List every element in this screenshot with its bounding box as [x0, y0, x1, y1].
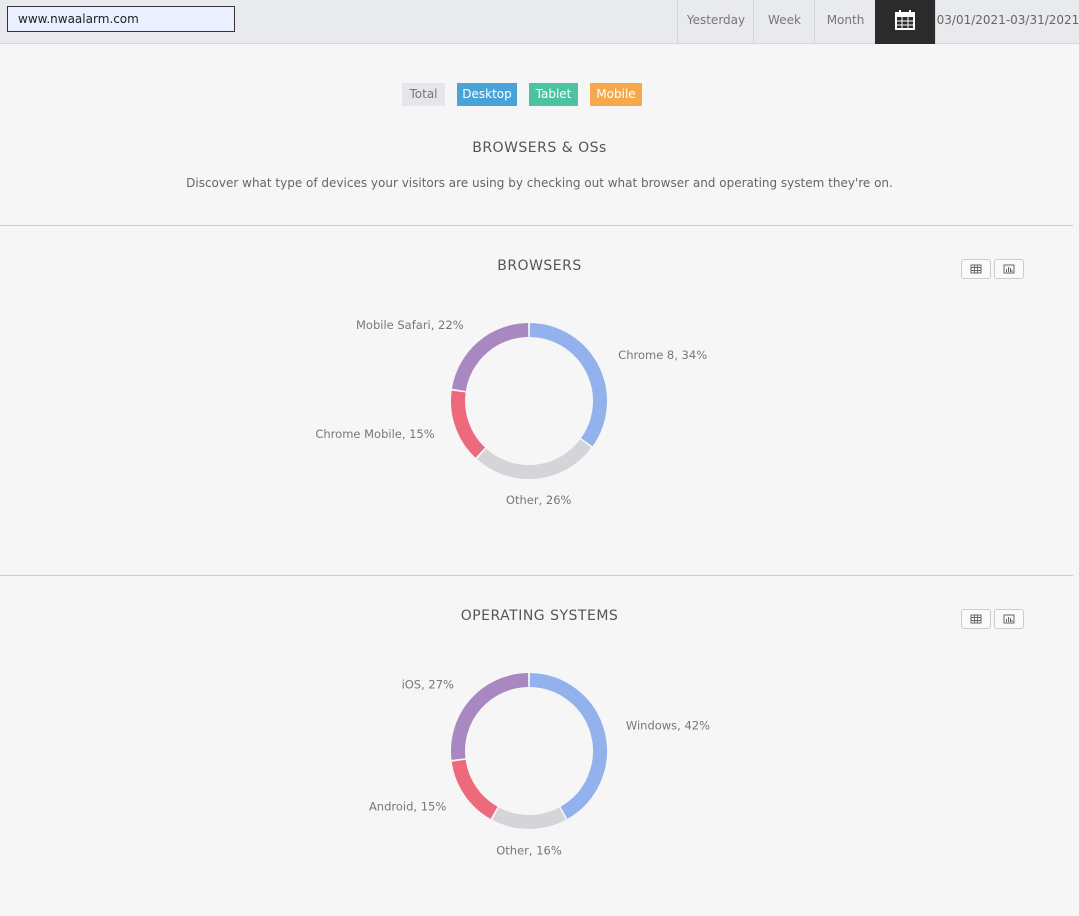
- donut-segment: [451, 323, 529, 392]
- donut-chart: Windows, 42% Other, 16% Android, 15% iOS, 2…: [369, 673, 710, 858]
- data-label: Chrome Mobile, 15%: [315, 427, 434, 441]
- date-range[interactable]: 03/01/2021-03/31/2021: [935, 0, 1079, 43]
- chart-view-button[interactable]: [994, 259, 1024, 279]
- calendar-button[interactable]: [875, 0, 935, 44]
- donut-segment: [451, 673, 529, 760]
- table-view-button[interactable]: [961, 259, 991, 279]
- data-label: iOS, 27%: [402, 677, 454, 691]
- donut-segment: [529, 323, 607, 447]
- filter-desktop[interactable]: Desktop: [457, 83, 517, 106]
- donut-segment: [451, 759, 498, 819]
- donut-segment: [451, 390, 486, 458]
- chart-view-button[interactable]: [994, 609, 1024, 629]
- divider: [0, 225, 1073, 226]
- data-label: Mobile Safari, 22%: [356, 318, 464, 332]
- filter-mobile[interactable]: Mobile: [590, 83, 642, 106]
- table-icon: [970, 614, 982, 624]
- section-title: BROWSERS & OSs: [472, 140, 607, 156]
- data-label: Android, 15%: [369, 800, 446, 814]
- chart-title: BROWSERS: [497, 258, 582, 274]
- top-bar: www.nwaalarm.com Yesterday Week Month 03…: [0, 0, 1079, 44]
- data-label: Other, 26%: [506, 493, 572, 507]
- donut-segment: [476, 439, 592, 479]
- bar-icon: [1003, 264, 1015, 274]
- nav-month[interactable]: Month: [814, 0, 876, 43]
- chart-title: OPERATING SYSTEMS: [460, 608, 619, 624]
- table-icon: [970, 264, 982, 274]
- donut-segment: [492, 807, 566, 829]
- data-label: Other, 16%: [496, 844, 562, 858]
- section-description: Discover what type of devices your visit…: [186, 176, 893, 190]
- url-input[interactable]: www.nwaalarm.com: [7, 6, 235, 32]
- donut-chart: Chrome 8, 34% Other, 26% Chrome Mobile, 15…: [315, 318, 707, 507]
- nav-yesterday[interactable]: Yesterday: [677, 0, 754, 43]
- donut-segment: [529, 673, 607, 819]
- data-label: Windows, 42%: [626, 719, 710, 733]
- divider: [0, 575, 1073, 576]
- table-view-button[interactable]: [961, 609, 991, 629]
- data-label: Chrome 8, 34%: [618, 348, 707, 362]
- calendar-icon: [895, 10, 915, 30]
- filter-total[interactable]: Total: [402, 83, 445, 106]
- filter-tablet[interactable]: Tablet: [529, 83, 578, 106]
- bar-icon: [1003, 614, 1015, 624]
- nav-week[interactable]: Week: [753, 0, 815, 43]
